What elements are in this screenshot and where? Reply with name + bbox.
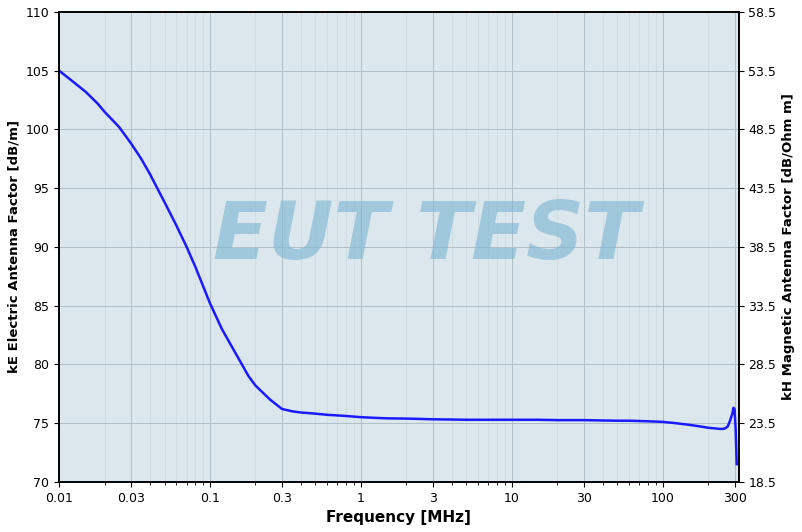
X-axis label: Frequency [MHz]: Frequency [MHz] [326, 510, 472, 525]
Y-axis label: kH Magnetic Antenna Factor [dB/Ohm m]: kH Magnetic Antenna Factor [dB/Ohm m] [782, 94, 795, 400]
Y-axis label: kE Electric Antenna Factor [dB/m]: kE Electric Antenna Factor [dB/m] [7, 120, 20, 373]
Text: EUT TEST: EUT TEST [213, 198, 639, 277]
